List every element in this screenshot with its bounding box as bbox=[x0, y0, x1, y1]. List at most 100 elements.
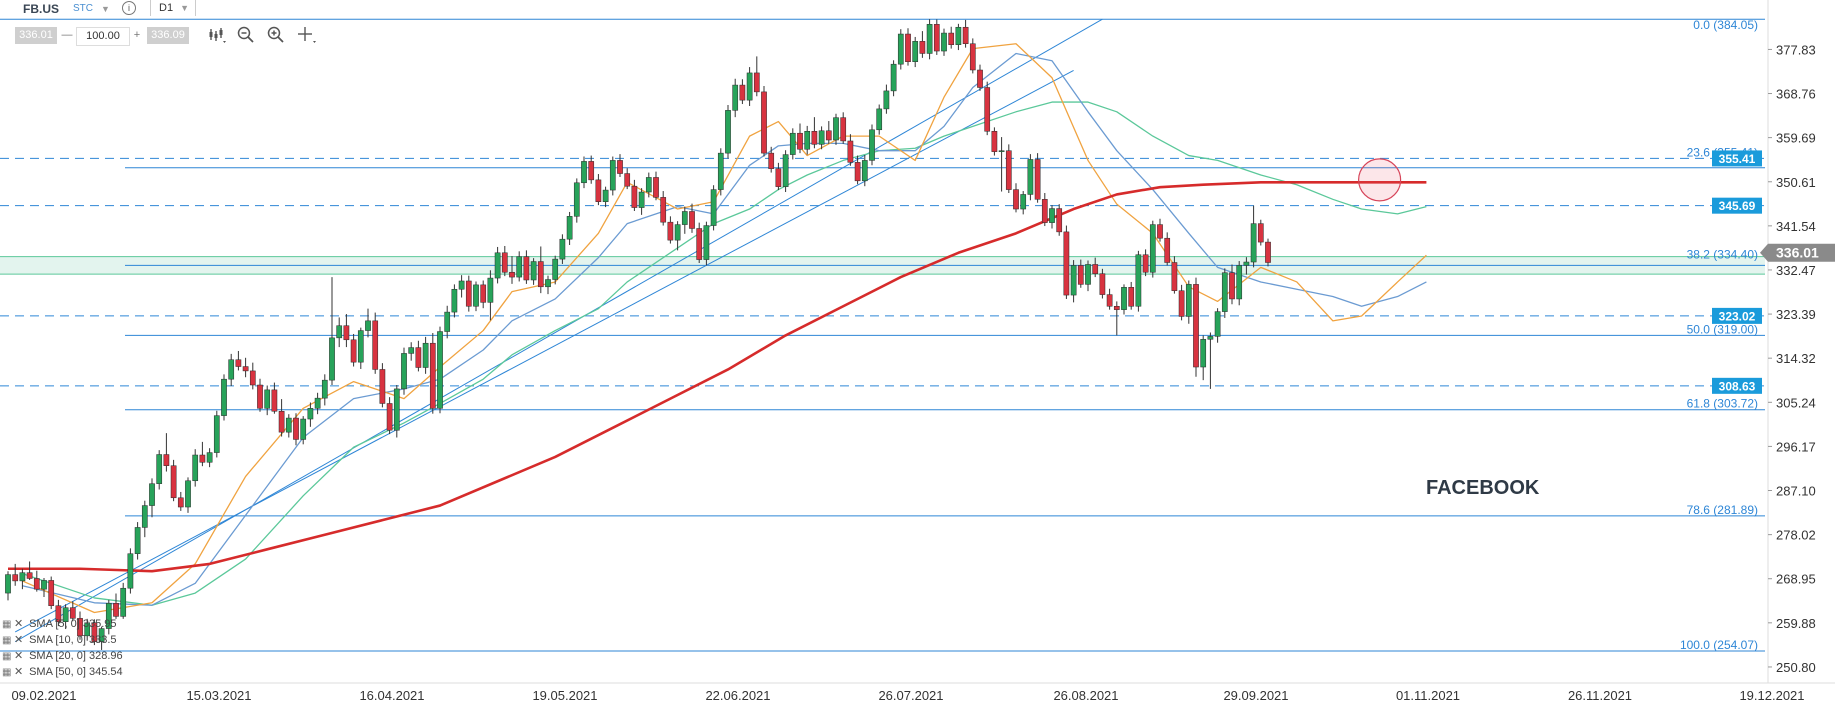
candle-body bbox=[213, 415, 220, 453]
candle-body bbox=[120, 587, 127, 617]
candle-body bbox=[933, 24, 940, 52]
candle-body bbox=[624, 173, 631, 187]
candle-body bbox=[1027, 159, 1034, 195]
price-tick-label: 278.02 bbox=[1776, 528, 1816, 543]
candle-body bbox=[523, 256, 530, 281]
candle-body bbox=[278, 411, 285, 433]
candle-body bbox=[1257, 223, 1264, 243]
indicator-value: 333.5 bbox=[89, 634, 117, 646]
candle-body bbox=[1214, 311, 1221, 337]
indicator-settings-icon[interactable]: ▦ bbox=[2, 651, 12, 662]
ask-price[interactable]: 336.09 bbox=[147, 27, 189, 44]
candle-body bbox=[451, 288, 458, 313]
candle-body bbox=[300, 418, 307, 440]
candle-body bbox=[674, 224, 681, 241]
candle-body bbox=[897, 33, 904, 65]
candle-body bbox=[883, 90, 890, 110]
candle-body bbox=[458, 280, 465, 290]
zoom-out-icon[interactable] bbox=[236, 25, 256, 45]
candle-body bbox=[185, 480, 191, 508]
candle-body bbox=[602, 189, 609, 202]
date-tick-label: 29.09.2021 bbox=[1223, 688, 1288, 703]
date-tick-label: 15.03.2021 bbox=[186, 688, 251, 703]
bid-price[interactable]: 336.01 bbox=[15, 27, 57, 44]
indicator-value: 328.96 bbox=[89, 650, 123, 662]
candle-body bbox=[170, 465, 177, 499]
candle-body bbox=[465, 280, 472, 307]
sma5-line bbox=[22, 43, 1427, 614]
candle-body bbox=[228, 359, 235, 380]
candle-body bbox=[105, 603, 112, 629]
candle-body bbox=[357, 330, 364, 363]
candle-body bbox=[905, 33, 911, 62]
crosshair-icon[interactable] bbox=[296, 25, 316, 45]
date-tick-label: 01.11.2021 bbox=[1396, 688, 1460, 703]
candle-body bbox=[1164, 237, 1171, 263]
candle-body bbox=[285, 417, 292, 433]
indicator-legend-sma5[interactable]: ▦ ✕ SMA [5, 0] 335.95 bbox=[2, 616, 222, 632]
indicator-legend-sma20[interactable]: ▦ ✕ SMA [20, 0] 328.96 bbox=[2, 648, 222, 664]
close-icon[interactable]: ✕ bbox=[14, 650, 24, 662]
candle-body bbox=[293, 417, 299, 440]
candle-body bbox=[271, 389, 278, 412]
close-icon[interactable]: ✕ bbox=[14, 618, 24, 630]
candle-body bbox=[314, 397, 321, 409]
candle-body bbox=[595, 179, 602, 202]
quantity-increase-button[interactable]: + bbox=[133, 29, 141, 41]
candle-body bbox=[717, 152, 724, 190]
date-tick-label: 26.08.2021 bbox=[1053, 688, 1118, 703]
symbol-label[interactable]: FB.US bbox=[23, 2, 59, 16]
candle-body bbox=[1056, 208, 1063, 233]
price-tick-label: 287.10 bbox=[1776, 483, 1816, 498]
price-tick-label: 250.80 bbox=[1776, 660, 1816, 675]
zoom-in-icon[interactable] bbox=[266, 25, 286, 45]
indicator-label: SMA bbox=[29, 634, 53, 646]
candle-body bbox=[854, 162, 861, 182]
candle-body bbox=[1128, 287, 1135, 307]
candle-body bbox=[386, 403, 393, 431]
candle-body bbox=[703, 225, 710, 260]
candle-body bbox=[552, 258, 559, 280]
indicator-settings-icon[interactable]: ▦ bbox=[2, 619, 12, 630]
info-icon[interactable]: i bbox=[122, 1, 136, 15]
candle-body bbox=[516, 256, 523, 278]
chevron-down-icon[interactable]: ▼ bbox=[101, 4, 110, 14]
date-tick-label: 16.04.2021 bbox=[359, 688, 424, 703]
fib-level-label: 50.0 (319.00) bbox=[1687, 322, 1758, 336]
indicator-legend-sma10[interactable]: ▦ ✕ SMA [10, 0] 333.5 bbox=[2, 632, 222, 648]
quantity-input[interactable]: 100.00 bbox=[76, 27, 130, 46]
chart-type-icon[interactable] bbox=[207, 25, 227, 45]
indicator-settings-icon[interactable]: ▦ bbox=[2, 635, 12, 646]
timeframe-select[interactable]: D1 ▼ bbox=[150, 0, 196, 16]
quantity-decrease-button[interactable]: — bbox=[61, 29, 73, 41]
candle-body bbox=[336, 325, 343, 339]
price-tick-label: 341.54 bbox=[1776, 219, 1816, 234]
candle-body bbox=[1185, 284, 1192, 317]
candle-body bbox=[401, 353, 407, 390]
candle-body bbox=[696, 228, 703, 260]
chevron-down-icon: ▼ bbox=[180, 3, 189, 13]
candle-body bbox=[444, 311, 451, 332]
candle-body bbox=[55, 605, 62, 622]
candle-body bbox=[235, 359, 242, 367]
indicator-settings-icon[interactable]: ▦ bbox=[2, 667, 12, 678]
indicator-label: SMA bbox=[29, 666, 53, 678]
candle-body bbox=[41, 580, 47, 590]
price-tick-label: 259.88 bbox=[1776, 616, 1816, 631]
candle-body bbox=[775, 168, 782, 187]
candle-body bbox=[156, 454, 163, 484]
close-icon[interactable]: ✕ bbox=[14, 666, 24, 678]
candle-body bbox=[789, 132, 796, 155]
candle-body bbox=[869, 129, 875, 161]
indicator-params: [20, 0] bbox=[55, 650, 86, 662]
date-tick-label: 19.05.2021 bbox=[532, 688, 597, 703]
candle-body bbox=[559, 238, 566, 260]
candle-body bbox=[833, 117, 839, 141]
candle-body bbox=[941, 32, 947, 52]
candle-body bbox=[962, 26, 969, 45]
price-tick-label: 359.69 bbox=[1776, 131, 1816, 146]
close-icon[interactable]: ✕ bbox=[14, 634, 24, 646]
candle-body bbox=[372, 320, 379, 370]
indicator-legend-sma50[interactable]: ▦ ✕ SMA [50, 0] 345.54 bbox=[2, 664, 222, 680]
